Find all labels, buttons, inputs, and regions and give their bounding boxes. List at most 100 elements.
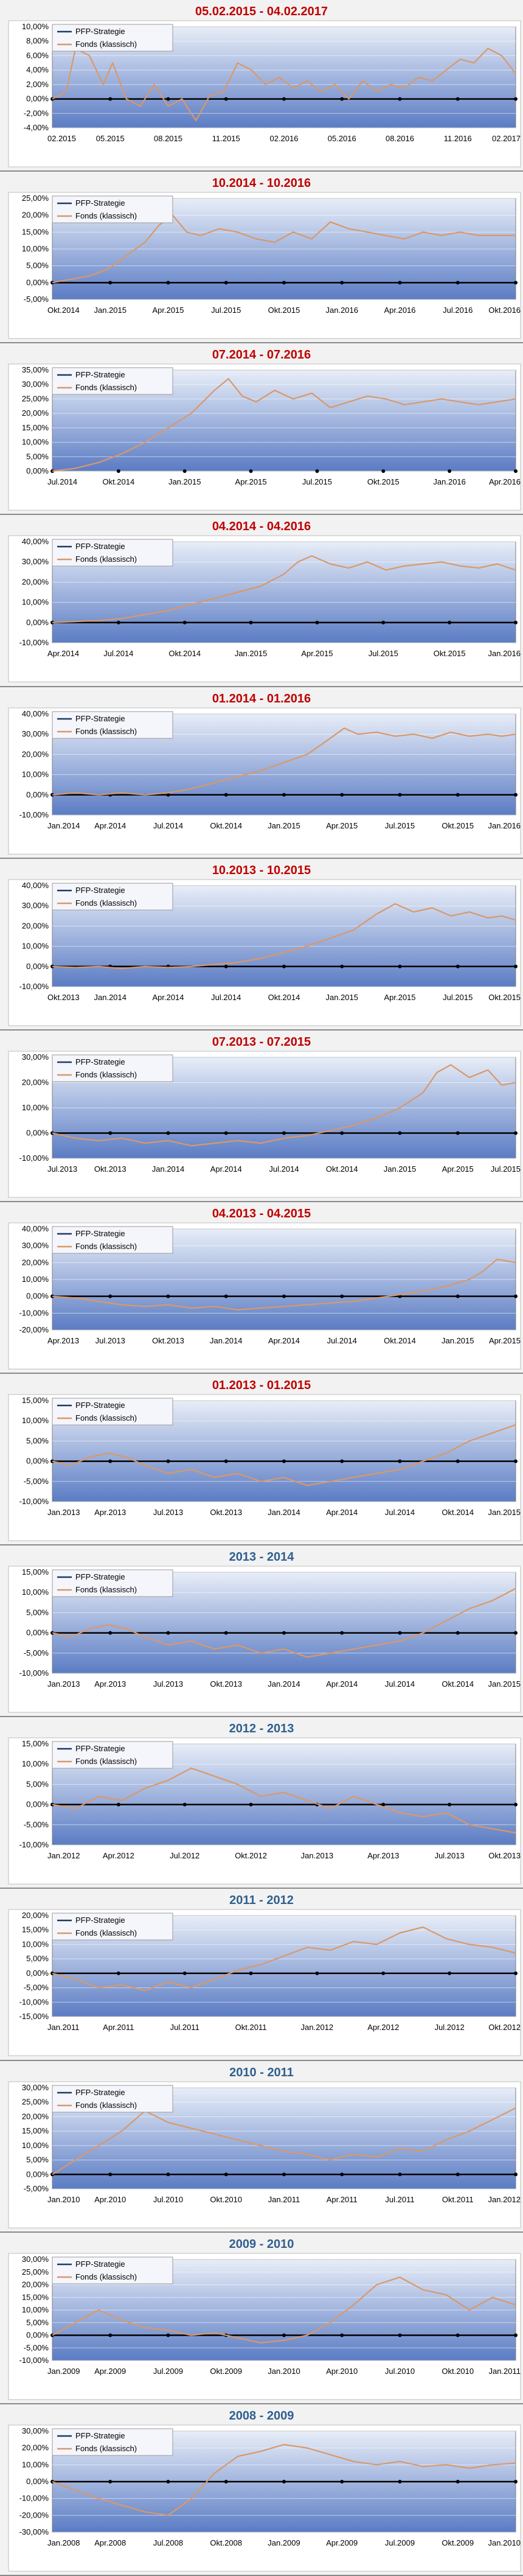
legend: PFP-Strategie Fonds (klassisch) xyxy=(52,195,173,223)
chart-svg: 40,00% 30,00% 20,00% 10,00% 0,00% -10,00% Okt.… xyxy=(8,879,521,1026)
x-tick-label: Okt.2015 xyxy=(434,649,466,658)
y-tick-label: 0,00% xyxy=(26,2477,49,2486)
series-line xyxy=(52,378,516,472)
x-tick-label: Jan.2014 xyxy=(268,1508,300,1517)
x-tick-label: Jan.2010 xyxy=(488,2538,521,2547)
x-tick-mark xyxy=(398,964,402,968)
y-tick-label: 0,00% xyxy=(26,2169,49,2179)
x-tick-mark xyxy=(166,281,170,285)
y-tick-label: 0,00% xyxy=(26,1128,49,1137)
x-tick-mark xyxy=(249,621,253,625)
x-tick-label: Jan.2010 xyxy=(47,2195,80,2204)
series-line xyxy=(52,1258,516,1311)
y-tick-label: 10,00% xyxy=(22,598,49,607)
y-tick-label: 30,00% xyxy=(22,558,49,567)
x-tick-mark xyxy=(455,281,460,285)
x-tick-label: Okt.2009 xyxy=(442,2538,474,2547)
x-tick-mark xyxy=(282,1459,286,1463)
x-tick-label: Jan.2011 xyxy=(47,2023,80,2032)
x-tick-mark xyxy=(282,2172,286,2176)
y-tick-label: 15,00% xyxy=(22,423,49,432)
x-tick-mark xyxy=(340,97,344,101)
x-tick-mark xyxy=(166,1294,170,1298)
x-tick-mark xyxy=(224,964,228,968)
x-tick-label: Okt.2015 xyxy=(442,821,474,830)
x-tick-mark xyxy=(514,281,518,285)
chart-title: 10.2013 - 10.2015 xyxy=(212,863,311,877)
series-line xyxy=(52,1768,516,1834)
x-tick-mark xyxy=(398,2333,402,2337)
x-tick-mark xyxy=(340,1459,344,1463)
x-tick-label: Okt.2014 xyxy=(168,649,201,658)
chart-svg: 40,00% 30,00% 20,00% 10,00% 0,00% -10,00% -20,… xyxy=(8,1222,521,1370)
y-tick-label: 20,00% xyxy=(22,2280,49,2289)
x-tick-mark xyxy=(116,469,120,474)
legend-label: Fonds (klassisch) xyxy=(75,1585,137,1594)
x-tick-label: Jul.2013 xyxy=(153,1508,183,1517)
x-tick-mark xyxy=(455,1459,460,1463)
x-tick-mark xyxy=(455,1631,460,1635)
x-tick-label: Jul.2015 xyxy=(385,821,415,830)
legend-label: Fonds (klassisch) xyxy=(75,1242,137,1251)
x-tick-label: Jul.2014 xyxy=(269,1164,299,1174)
legend: PFP-Strategie Fonds (klassisch) xyxy=(52,1741,173,1769)
x-tick-label: 02.2016 xyxy=(270,134,299,143)
x-tick-mark xyxy=(315,469,319,474)
legend-box xyxy=(52,1226,173,1254)
x-tick-mark xyxy=(514,1631,518,1635)
legend-label: Fonds (klassisch) xyxy=(75,1070,137,1079)
x-tick-label: Apr.2012 xyxy=(103,1851,134,1860)
x-tick-label: Apr.2015 xyxy=(384,993,415,1002)
y-tick-label: 10,00% xyxy=(22,244,49,253)
x-tick-mark xyxy=(514,964,518,968)
legend-label: Fonds (klassisch) xyxy=(75,211,137,220)
x-tick-label: Apr.2009 xyxy=(94,2367,126,2376)
series-line xyxy=(52,1064,516,1147)
x-tick-label: Jan.2015 xyxy=(326,993,359,1002)
y-tick-label: -10,00% xyxy=(19,1840,49,1849)
y-tick-label: 25,00% xyxy=(22,394,49,404)
x-tick-label: Jan.2009 xyxy=(268,2538,300,2547)
x-tick-mark xyxy=(448,469,452,474)
legend: PFP-Strategie Fonds (klassisch) xyxy=(52,1226,173,1254)
x-tick-mark xyxy=(166,1131,170,1135)
x-tick-mark xyxy=(108,281,113,285)
x-tick-mark xyxy=(514,1802,518,1807)
chart-panel: 2010 - 2011 30,00% 25,00% 20,00% 15,00% 10,00… xyxy=(0,2060,523,2233)
x-tick-label: Apr.2014 xyxy=(210,1164,242,1174)
x-tick-label: 11.2016 xyxy=(444,134,472,143)
x-tick-label: Apr.2015 xyxy=(326,821,358,830)
x-tick-label: Jul.2013 xyxy=(435,1851,465,1860)
x-tick-label: Okt.2010 xyxy=(210,2195,242,2204)
y-tick-label: -5,00% xyxy=(24,295,49,304)
y-tick-label: 10,00% xyxy=(22,1760,49,1769)
y-tick-label: -4,00% xyxy=(24,123,49,132)
chart-panel: 05.02.2015 - 04.02.2017 10,00% 8,00% 6,00% 4… xyxy=(0,0,523,172)
chart-svg: 15,00% 10,00% 5,00% 0,00% -5,00% -10,00% Jan.2… xyxy=(8,1394,521,1541)
x-tick-mark xyxy=(182,1972,187,1976)
x-tick-label: Jan.2011 xyxy=(488,2367,521,2376)
x-tick-label: Jul.2014 xyxy=(153,821,183,830)
y-tick-label: 2,00% xyxy=(26,80,49,89)
legend: PFP-Strategie Fonds (klassisch) xyxy=(52,2085,173,2113)
x-tick-label: Jul.2010 xyxy=(153,2195,183,2204)
x-tick-mark xyxy=(108,97,113,101)
y-tick-label: 5,00% xyxy=(26,261,49,270)
x-tick-label: Jul.2012 xyxy=(435,2023,465,2032)
chart-title: 04.2013 - 04.2015 xyxy=(212,1206,311,1220)
x-tick-mark xyxy=(455,97,460,101)
legend-label: PFP-Strategie xyxy=(75,27,125,36)
y-tick-label: 25,00% xyxy=(22,2097,49,2106)
y-tick-label: -20,00% xyxy=(19,2510,49,2519)
x-tick-mark xyxy=(455,1294,460,1298)
y-tick-label: -5,00% xyxy=(24,1820,49,1829)
x-tick-label: Apr.2008 xyxy=(94,2538,126,2547)
x-tick-mark xyxy=(340,2479,344,2483)
x-tick-label: Jan.2010 xyxy=(268,2367,300,2376)
x-tick-mark xyxy=(514,2479,518,2483)
x-tick-label: Okt.2009 xyxy=(210,2367,242,2376)
x-tick-label: Apr.2015 xyxy=(235,477,267,486)
x-tick-label: Jan.2015 xyxy=(268,821,300,830)
x-tick-label: Okt.2013 xyxy=(94,1164,126,1174)
legend-box xyxy=(52,2256,173,2284)
